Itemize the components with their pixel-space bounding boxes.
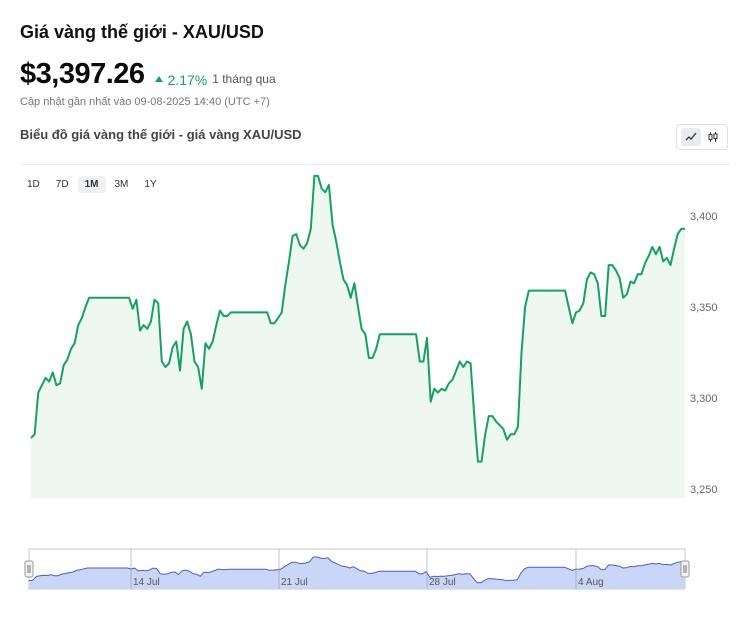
navigator-date-label: 14 Jul	[133, 577, 160, 588]
range-1m[interactable]: 1M	[77, 176, 106, 193]
price-change: 2.17%	[154, 72, 208, 88]
navigator-left-handle[interactable]	[24, 560, 34, 578]
page-title: Giá vàng thế giới - XAU/USD	[20, 22, 264, 42]
range-1y[interactable]: 1Y	[144, 179, 157, 190]
y-tick-label: 3,250	[690, 484, 718, 496]
y-axis: 3,250 3,300 3,350 3,400	[690, 211, 718, 496]
range-1d[interactable]: 1D	[27, 179, 40, 190]
y-tick-label: 3,400	[690, 211, 718, 223]
change-percent: 2.17%	[167, 72, 208, 88]
navigator-right-handle[interactable]	[680, 560, 690, 578]
navigator-date-label: 28 Jul	[429, 577, 456, 588]
navigator-date-label: 4 Aug	[578, 577, 604, 588]
current-price: $3,397.26	[20, 58, 145, 90]
price-row: $3,397.26 2.17% 1 tháng qua	[20, 58, 276, 91]
y-tick-label: 3,300	[690, 393, 718, 405]
line-chart-button[interactable]	[681, 128, 701, 146]
price-area	[31, 175, 685, 498]
range-3m[interactable]: 3M	[114, 179, 129, 190]
candlestick-chart-button[interactable]	[703, 128, 723, 146]
change-period: 1 tháng qua	[212, 72, 276, 86]
navigator-date-label: 21 Jul	[281, 577, 308, 588]
navigator: 14 Jul 21 Jul 28 Jul 4 Aug	[24, 548, 690, 590]
candlestick-icon	[708, 132, 718, 142]
arrow-up-icon	[154, 76, 163, 82]
chart-mode-toggle	[676, 124, 728, 150]
y-tick-label: 3,350	[690, 302, 718, 314]
last-updated: Cập nhật gần nhất vào 09-08-2025 14:40 (…	[20, 96, 270, 108]
price-line	[30, 174, 685, 463]
section-divider	[20, 164, 730, 165]
main-plot	[30, 174, 685, 498]
line-chart-icon	[685, 132, 697, 141]
range-selector: 1D 7D 1M 3M 1Y	[20, 176, 164, 193]
chart-title: Biểu đồ giá vàng thế giới - giá vàng XAU…	[20, 127, 302, 142]
navigator-area	[29, 557, 685, 589]
range-7d[interactable]: 7D	[55, 179, 69, 190]
